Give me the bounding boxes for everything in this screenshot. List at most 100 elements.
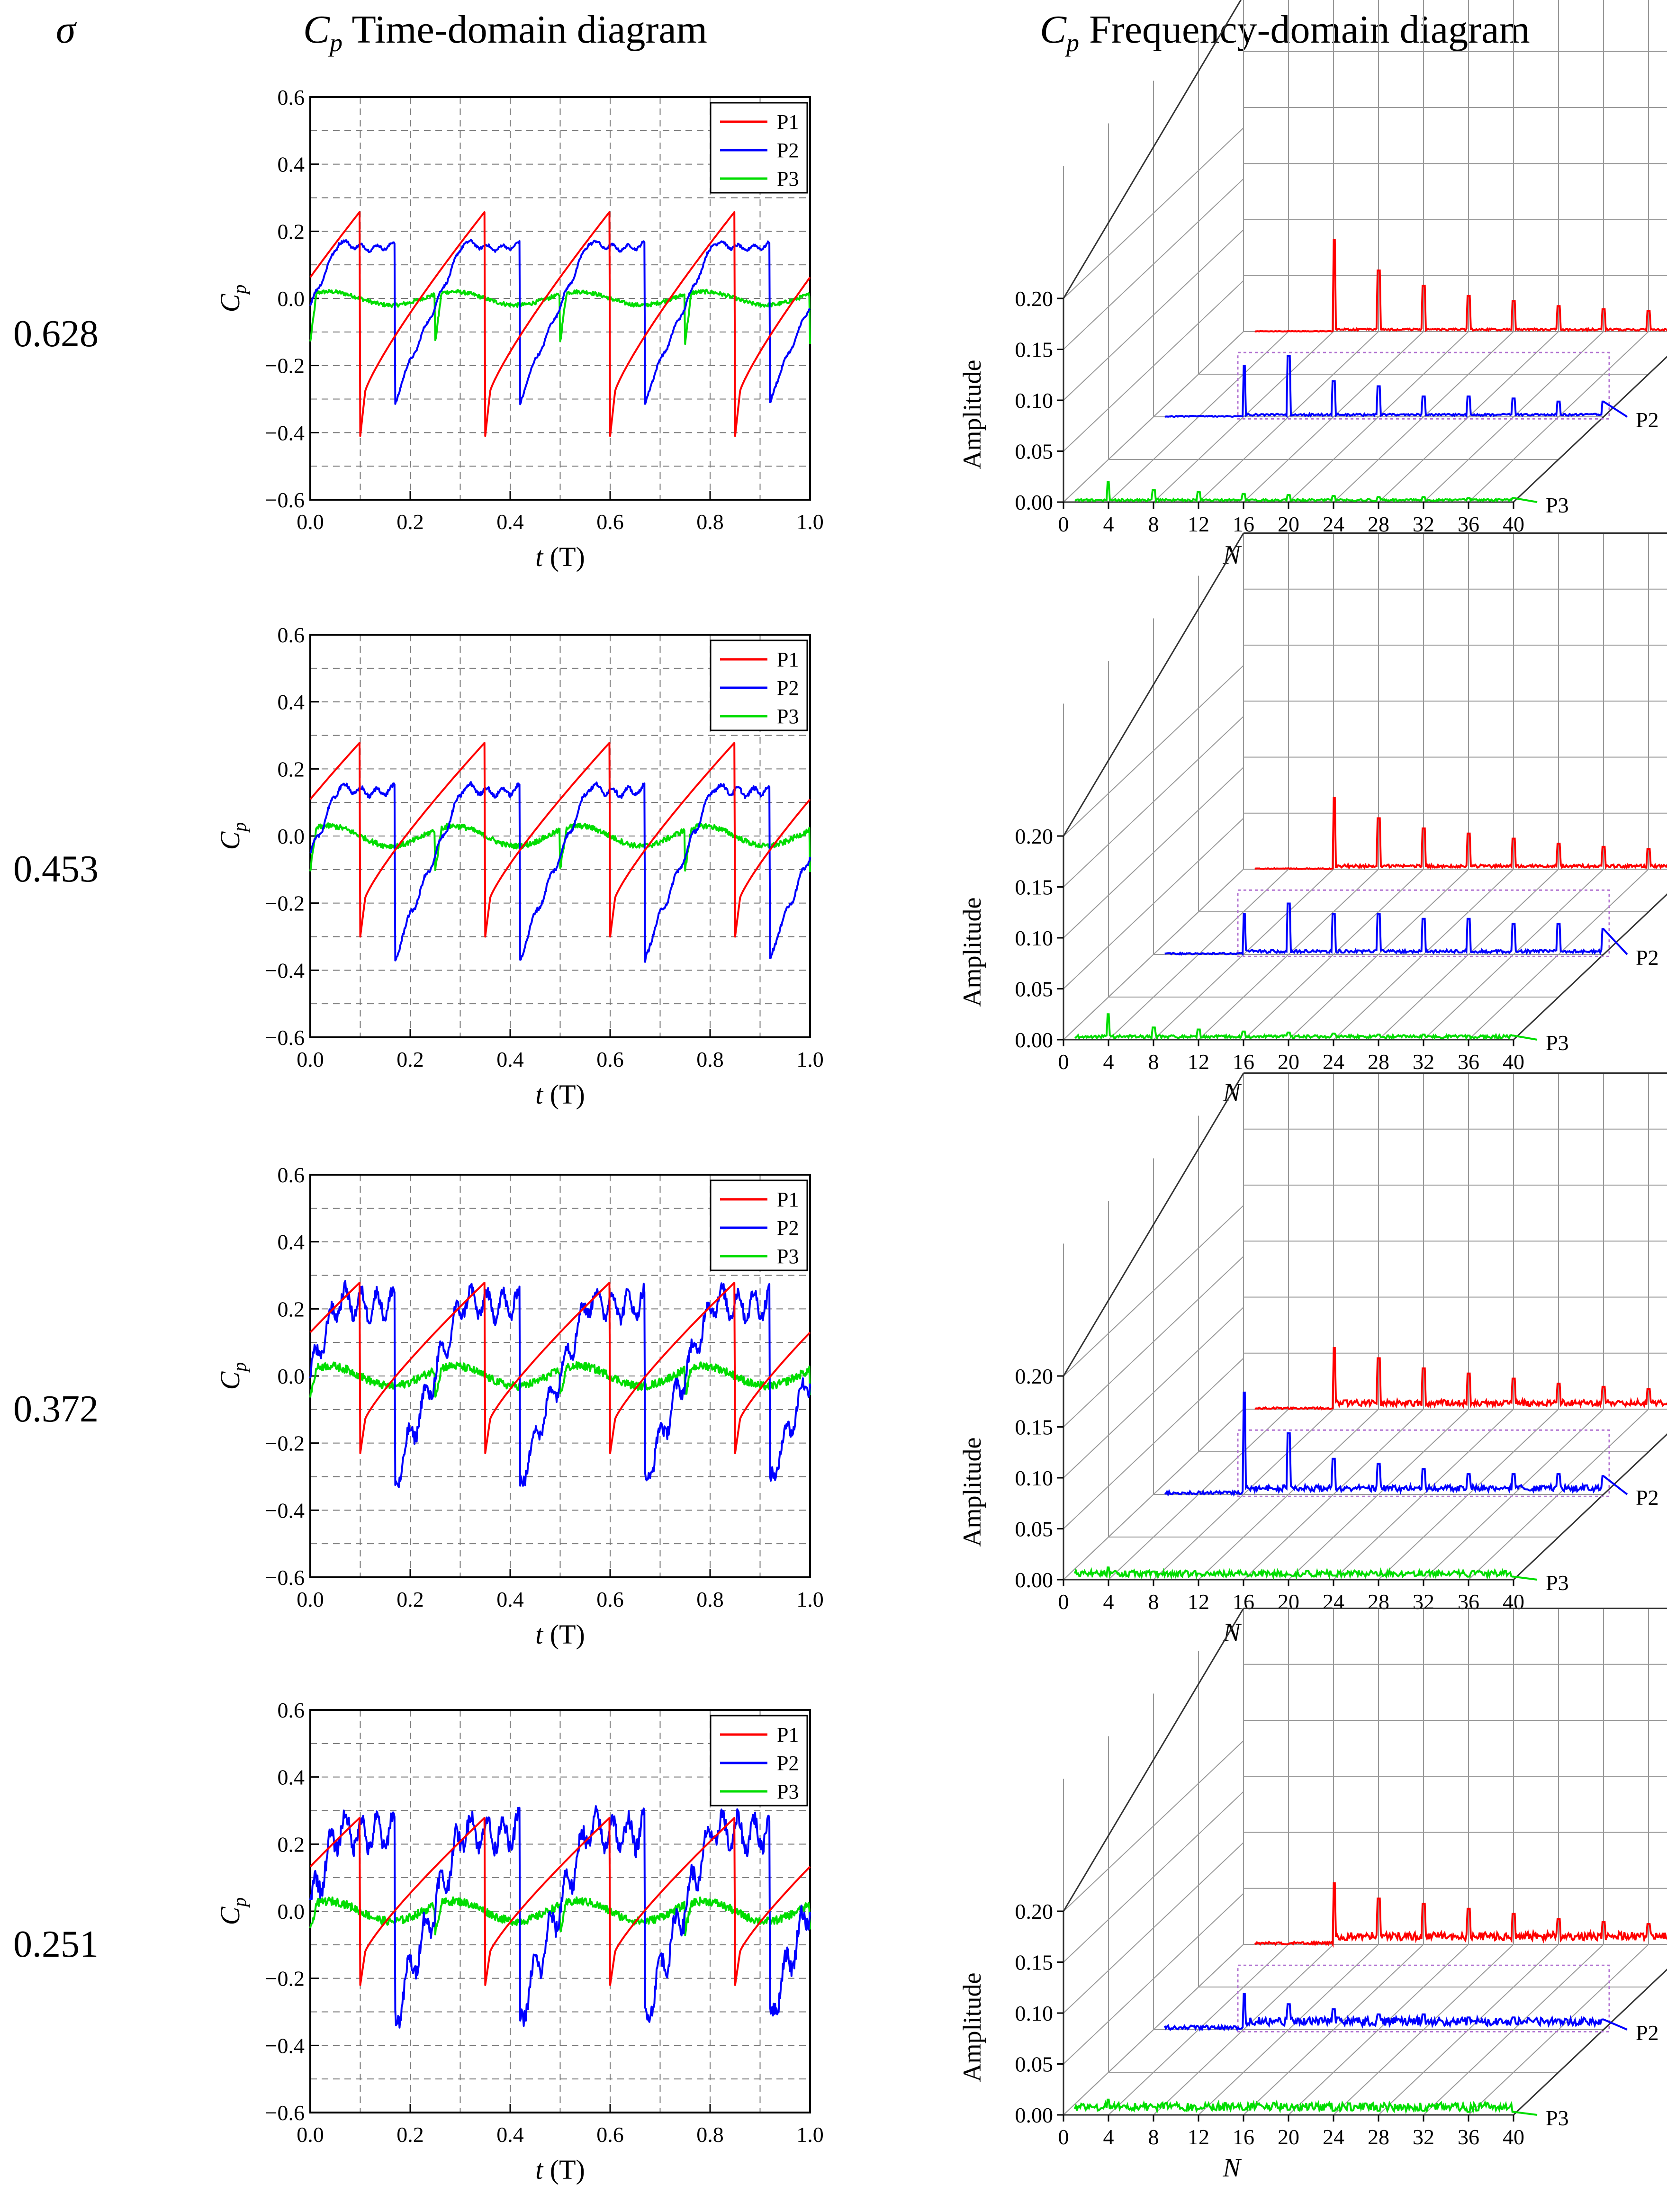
z-tick-label: 0.00 <box>1015 2103 1054 2127</box>
z-tick-label: 0.00 <box>1015 490 1054 514</box>
y-tick-label: 0.0 <box>278 1364 305 1388</box>
y-tick-label: 0.4 <box>278 690 305 714</box>
series-label-p2: P2 <box>1636 2021 1659 2045</box>
series-label-p2: P2 <box>1636 1485 1659 1510</box>
y-tick-label: 0.4 <box>278 153 305 177</box>
frequency-chart-row-3: 0 4 8 12 16 20 24 28 32 36 40N0.000.050.100.150.20… <box>958 1072 1667 1647</box>
x-tick-label: 28 <box>1368 2125 1389 2149</box>
x-tick-label: 0.8 <box>696 1047 724 1071</box>
y-tick-label: 0.6 <box>278 85 305 109</box>
x-tick-label: 0.0 <box>297 1587 324 1611</box>
x-tick-label: 8 <box>1148 1050 1159 1074</box>
y-tick-label: 0.0 <box>278 1899 305 1924</box>
y-tick-label: −0.4 <box>265 2033 305 2058</box>
x-tick-label: 4 <box>1103 2125 1114 2149</box>
spectrum-line-p1 <box>1254 239 1667 333</box>
series-line-p2 <box>309 1805 811 2029</box>
z-tick-label: 0.20 <box>1015 1364 1054 1388</box>
x-axis-label: t (T) <box>535 1619 585 1650</box>
axis-line <box>1063 532 1244 836</box>
y-axis-label: Cp <box>215 285 250 313</box>
x-axis-label: N <box>1222 2153 1242 2183</box>
z-axis-label: Amplitude <box>958 1438 986 1547</box>
y-tick-label: −0.4 <box>265 1498 305 1522</box>
z-tick-label: 0.05 <box>1015 440 1054 464</box>
y-tick-label: 0.4 <box>278 1765 305 1789</box>
series-label-p3: P3 <box>1546 493 1569 517</box>
y-tick-label: −0.6 <box>265 488 305 512</box>
x-tick-label: 16 <box>1233 2125 1254 2149</box>
spectrum-line-p2 <box>1164 902 1628 956</box>
y-tick-label: 0.0 <box>278 824 305 848</box>
y-tick-label: −0.6 <box>265 2101 305 2125</box>
frequency-chart-row-1: 0 4 8 12 16 20 24 28 32 36 40 N 0.00 0.05 0.10 0.15 0.20… <box>958 0 1667 570</box>
series-line-p1 <box>309 1282 811 1454</box>
x-tick-label: 1.0 <box>796 1587 824 1611</box>
z-tick-label: 0.15 <box>1015 875 1054 899</box>
x-tick-label: 1.0 <box>796 2122 824 2147</box>
spectrum-line-p2 <box>1163 1993 1628 2032</box>
x-tick-label: 16 <box>1233 512 1254 536</box>
z-tick-label: 0.05 <box>1015 1517 1054 1541</box>
z-tick-label: 0.20 <box>1015 287 1054 311</box>
z-tick-label: 0.00 <box>1015 1028 1054 1052</box>
x-tick-label: 0 <box>1058 1050 1069 1074</box>
x-tick-label: 8 <box>1148 2125 1159 2149</box>
x-tick-label: 0.8 <box>696 2122 724 2147</box>
x-tick-label: 0.2 <box>396 2122 424 2147</box>
legend-label-p1: P1 <box>777 110 799 134</box>
x-tick-label: 0.2 <box>396 1047 424 1071</box>
y-tick-label: 0.2 <box>278 757 305 781</box>
x-tick-label: 8 <box>1148 1590 1159 1614</box>
x-tick-label: 36 <box>1458 2125 1479 2149</box>
series-line-p3 <box>309 1896 811 1936</box>
time-chart-row-1: 0.0 0.2 0.4 0.6 0.8 1.0 0.6 0.4 0.2 0.0 −0.2 −0.4 −0… <box>215 85 824 572</box>
x-tick-label: 32 <box>1413 1050 1434 1074</box>
y-tick-label: −0.4 <box>265 421 305 445</box>
axis-line <box>1513 1433 1667 1581</box>
x-tick-label: 1.0 <box>796 510 824 534</box>
y-tick-label: −0.2 <box>265 354 305 378</box>
series-label-p2: P2 <box>1636 408 1659 432</box>
x-tick-label: 0.2 <box>396 1587 424 1611</box>
p2-highlight-box <box>1237 889 1610 957</box>
z-tick-label: 0.00 <box>1015 1568 1054 1592</box>
x-tick-label: 20 <box>1278 2125 1299 2149</box>
x-axis-label: N <box>1222 1618 1242 1647</box>
series-line-p1 <box>309 211 811 437</box>
x-tick-label: 36 <box>1458 512 1479 536</box>
x-tick-label: 0.6 <box>596 2122 624 2147</box>
spectrum-line-p2 <box>1164 355 1628 419</box>
x-tick-label: 0.0 <box>297 510 324 534</box>
x-tick-label: 0.8 <box>696 510 724 534</box>
series-line-p3 <box>309 288 811 345</box>
x-tick-label: 12 <box>1188 2125 1209 2149</box>
sigma-value-row-3: 0.372 <box>13 1388 99 1430</box>
x-tick-label: 0.6 <box>596 510 624 534</box>
x-tick-label: 0 <box>1058 1590 1069 1614</box>
y-tick-label: 0.2 <box>278 1832 305 1856</box>
x-tick-label: 0.6 <box>596 1587 624 1611</box>
series-line-p3 <box>309 822 811 872</box>
series-label-p2: P2 <box>1636 945 1659 970</box>
x-tick-label: 0 <box>1058 2125 1069 2149</box>
spectrum-line-p2 <box>1164 1392 1628 1497</box>
legend-label-p2: P2 <box>777 1216 799 1240</box>
x-tick-label: 4 <box>1103 1590 1114 1614</box>
x-tick-label: 0.4 <box>496 510 524 534</box>
z-axis-label: Amplitude <box>958 898 986 1007</box>
y-tick-label: 0.2 <box>278 1297 305 1321</box>
z-axis-label: Amplitude <box>958 1973 986 2082</box>
z-axis-label: Amplitude <box>958 360 986 469</box>
spectrum-line-p3 <box>1073 1566 1538 1581</box>
x-tick-label: 24 <box>1323 512 1344 536</box>
x-tick-label: 20 <box>1278 512 1299 536</box>
x-tick-label: 0.4 <box>496 2122 524 2147</box>
time-domain-header: Cp Time-domain diagram <box>303 8 707 57</box>
legend-label-p3: P3 <box>777 167 799 190</box>
z-tick-label: 0.05 <box>1015 977 1054 1001</box>
y-tick-label: −0.6 <box>265 1025 305 1050</box>
legend-label-p2: P2 <box>777 139 799 162</box>
